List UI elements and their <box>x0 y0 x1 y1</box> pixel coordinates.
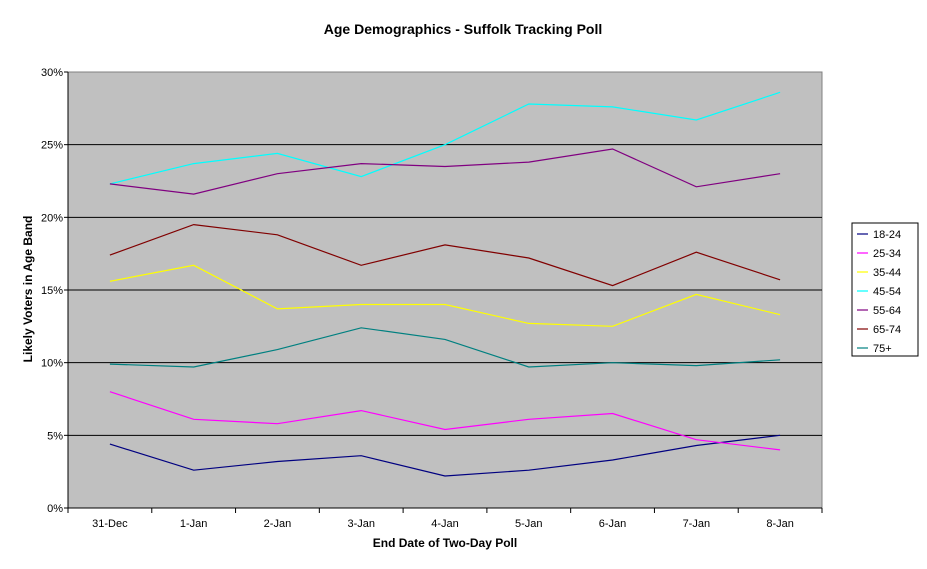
series-line-65-74 <box>109 223 781 287</box>
x-axis-ticks: 31-Dec 1-Jan 2-Jan 3-Jan 4-Jan 5-Jan 6-Jan 7-Ja… <box>67 507 823 530</box>
legend-label: 35-44 <box>873 267 901 279</box>
series-line-18-24 <box>109 434 781 477</box>
y-tick-label: 25% <box>41 140 63 152</box>
y-axis-label: Likely Voters in Age Band <box>21 216 35 363</box>
y-tick-label: 5% <box>47 430 63 442</box>
x-tick-label: 2-Jan <box>264 518 292 530</box>
series-line-55-64 <box>109 148 781 195</box>
y-tick-label: 15% <box>41 285 63 297</box>
y-tick-label: 20% <box>41 212 63 224</box>
x-tick-label: 3-Jan <box>347 518 375 530</box>
x-tick-label: 1-Jan <box>180 518 208 530</box>
chart-title: Age Demographics - Suffolk Tracking Poll <box>324 21 603 37</box>
x-axis-label: End Date of Two-Day Poll <box>373 536 517 550</box>
y-tick-label: 10% <box>41 358 63 370</box>
y-tick-label: 0% <box>47 503 63 515</box>
x-tick-label: 4-Jan <box>431 518 459 530</box>
series-line-75+ <box>109 327 781 368</box>
legend-label: 75+ <box>873 343 892 355</box>
x-tick-label: 8-Jan <box>766 518 794 530</box>
legend-label: 18-24 <box>873 229 901 241</box>
x-tick-label: 7-Jan <box>683 518 711 530</box>
legend-label: 25-34 <box>873 248 901 260</box>
legend-label: 45-54 <box>873 286 901 298</box>
y-axis-ticks: 0% 5% 10% 15% 20% 25% 30% <box>41 67 69 515</box>
x-tick-label: 6-Jan <box>599 518 627 530</box>
y-tick-label: 30% <box>41 67 63 79</box>
x-tick-label: 31-Dec <box>92 518 128 530</box>
series-line-25-34 <box>109 391 781 451</box>
series-line-45-54 <box>109 91 781 185</box>
x-tick-label: 5-Jan <box>515 518 543 530</box>
legend-label: 55-64 <box>873 305 901 317</box>
legend: 18-24 25-34 35-44 45-54 55-64 65-74 75+ <box>851 222 919 357</box>
series-lines <box>109 91 781 477</box>
series-line-35-44 <box>109 264 781 327</box>
legend-label: 65-74 <box>873 324 901 336</box>
legend-box <box>851 222 919 357</box>
